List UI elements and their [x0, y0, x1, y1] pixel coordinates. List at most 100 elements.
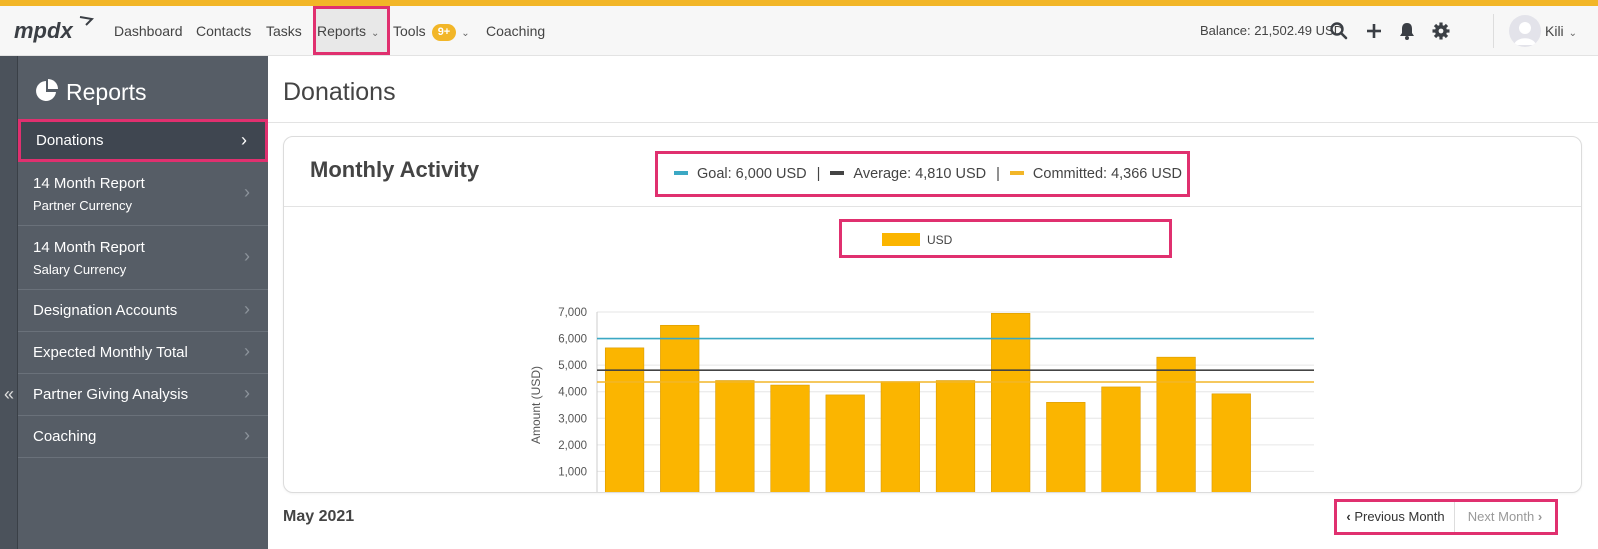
nav-dashboard[interactable]: Dashboard	[114, 23, 183, 39]
month-pager: ‹ Previous Month Next Month ›	[1334, 499, 1558, 535]
monthly-activity-chart: 01,0002,0003,0004,0005,0006,0007,000Amou…	[529, 233, 1314, 492]
nav-contacts[interactable]: Contacts	[196, 23, 252, 39]
card-title: Monthly Activity	[310, 157, 480, 182]
chart-bar	[770, 384, 810, 492]
committed-stat: Committed: 4,366 USD	[1032, 166, 1183, 182]
chevron-right-icon: ›	[244, 425, 250, 445]
chart-bar	[604, 347, 645, 492]
chevron-right-icon: ›	[1534, 509, 1543, 524]
stats-summary: Goal: 6,000 USD | Average: 4,810 USD | Commi…	[655, 151, 1190, 197]
stat-separator: |	[816, 166, 821, 182]
avatar[interactable]	[1509, 15, 1541, 47]
legend-label: USD	[927, 233, 953, 247]
sidebar-item-label: 14 Month Report	[33, 239, 145, 256]
gear-icon[interactable]	[1431, 21, 1451, 41]
chart-bar	[1156, 356, 1196, 492]
chevron-left-icon: ‹	[1346, 509, 1355, 524]
navbar-divider	[1493, 14, 1494, 48]
sidebar-item-sublabel: Partner Currency	[33, 198, 132, 213]
sidebar-item-label: Designation Accounts	[33, 302, 178, 319]
svg-text:mpdx: mpdx	[14, 18, 73, 43]
sidebar-item-expected-monthly-total[interactable]: Expected Monthly Total ›	[18, 332, 268, 374]
nav-tools[interactable]: Tools 9+ ⌄	[393, 6, 470, 56]
top-accent-stripe	[0, 0, 1598, 6]
committed-swatch	[1009, 171, 1024, 176]
mpdx-logo[interactable]: mpdx	[14, 15, 94, 47]
chevron-right-icon: ›	[244, 182, 250, 202]
chart-legend-highlight	[839, 219, 1172, 258]
y-tick-label: 3,000	[558, 413, 587, 425]
y-tick-label: 2,000	[558, 440, 587, 452]
pie-chart-icon	[36, 79, 58, 101]
sidebar-title: Reports	[34, 76, 147, 108]
main-content: Donations Monthly Activity Goal: 6,000 U…	[268, 56, 1598, 549]
page-title: Donations	[283, 78, 396, 106]
chevron-down-icon: ⌄	[1568, 28, 1578, 39]
sidebar-item-label: Expected Monthly Total	[33, 344, 188, 361]
sidebar-title-text: Reports	[66, 79, 147, 105]
user-name: Kili	[1545, 23, 1564, 39]
average-swatch	[830, 171, 845, 176]
nav-reports-label: Reports	[317, 23, 367, 39]
chart-bar	[825, 394, 865, 492]
y-axis-label: Amount (USD)	[529, 366, 543, 444]
stat-separator: |	[996, 166, 1000, 182]
nav-tasks[interactable]: Tasks	[266, 23, 302, 39]
notification-badge: 9+	[431, 23, 457, 41]
top-navbar: mpdx Dashboard Contacts Tasks Reports ⌄ T…	[0, 6, 1598, 56]
chart-bar	[991, 313, 1031, 492]
chevron-right-icon: ›	[244, 246, 250, 266]
chevron-right-icon: ›	[244, 299, 250, 319]
next-month-label: Next Month	[1467, 509, 1535, 524]
chevron-right-icon: ›	[241, 130, 247, 150]
sidebar-collapse-strip[interactable]: «	[0, 56, 18, 549]
double-chevron-left-icon[interactable]: «	[3, 384, 14, 404]
sidebar-item-coaching[interactable]: Coaching ›	[18, 416, 268, 458]
chart-bar	[1211, 393, 1251, 492]
title-divider	[268, 122, 1598, 123]
nav-reports[interactable]: Reports ⌄	[317, 6, 379, 56]
account-balance: Balance: 21,502.49 USD	[1200, 23, 1344, 38]
current-month-label: May 2021	[283, 508, 355, 525]
plus-icon[interactable]	[1364, 21, 1384, 41]
user-menu[interactable]: Kili ⌄	[1545, 6, 1577, 56]
sidebar-item-label: Coaching	[33, 428, 97, 445]
chevron-right-icon: ›	[244, 383, 250, 403]
legend-swatch	[882, 233, 920, 246]
monthly-activity-card: Monthly Activity Goal: 6,000 USD | Average…	[283, 136, 1582, 493]
previous-month-button[interactable]: ‹ Previous Month	[1337, 502, 1455, 532]
average-stat: Average: 4,810 USD	[853, 166, 987, 182]
goal-stat: Goal: 6,000 USD	[697, 166, 807, 182]
sidebar-item-donations[interactable]: Donations ›	[18, 119, 268, 162]
sidebar-item-label: Partner Giving Analysis	[33, 386, 189, 403]
chart-bar	[715, 380, 755, 492]
next-month-button[interactable]: Next Month ›	[1455, 502, 1555, 532]
sidebar-item-14-month-partner[interactable]: 14 Month Report Partner Currency ›	[18, 162, 268, 226]
chevron-right-icon: ›	[244, 341, 250, 361]
chart-bar	[1101, 386, 1141, 492]
nav-tools-label: Tools	[393, 23, 426, 39]
sidebar: Reports Donations › 14 Month Report Part…	[18, 56, 268, 549]
chart-bar	[660, 324, 700, 492]
y-tick-label: 6,000	[558, 334, 587, 346]
previous-month-label: Previous Month	[1354, 509, 1445, 524]
nav-reports-highlight	[313, 6, 390, 55]
search-icon[interactable]	[1329, 21, 1349, 41]
sidebar-item-14-month-salary[interactable]: 14 Month Report Salary Currency ›	[18, 226, 268, 290]
nav-coaching[interactable]: Coaching	[486, 23, 546, 39]
sidebar-item-partner-giving-analysis[interactable]: Partner Giving Analysis ›	[18, 374, 268, 416]
sidebar-item-label: Donations	[36, 132, 104, 149]
bell-icon[interactable]	[1397, 21, 1417, 41]
chevron-down-icon: ⌄	[371, 28, 380, 39]
y-tick-label: 1,000	[558, 466, 587, 478]
card-header: Monthly Activity Goal: 6,000 USD | Average…	[284, 137, 1581, 207]
y-tick-label: 5,000	[558, 360, 587, 372]
y-tick-label: 7,000	[558, 307, 587, 319]
sidebar-item-designation-accounts[interactable]: Designation Accounts ›	[18, 290, 268, 332]
sidebar-item-label: 14 Month Report	[33, 175, 145, 192]
chart-bar	[1046, 402, 1086, 492]
sidebar-item-sublabel: Salary Currency	[33, 262, 127, 277]
chevron-down-icon: ⌄	[461, 28, 470, 39]
chart-bar	[880, 381, 920, 492]
chart-bar	[935, 380, 976, 492]
